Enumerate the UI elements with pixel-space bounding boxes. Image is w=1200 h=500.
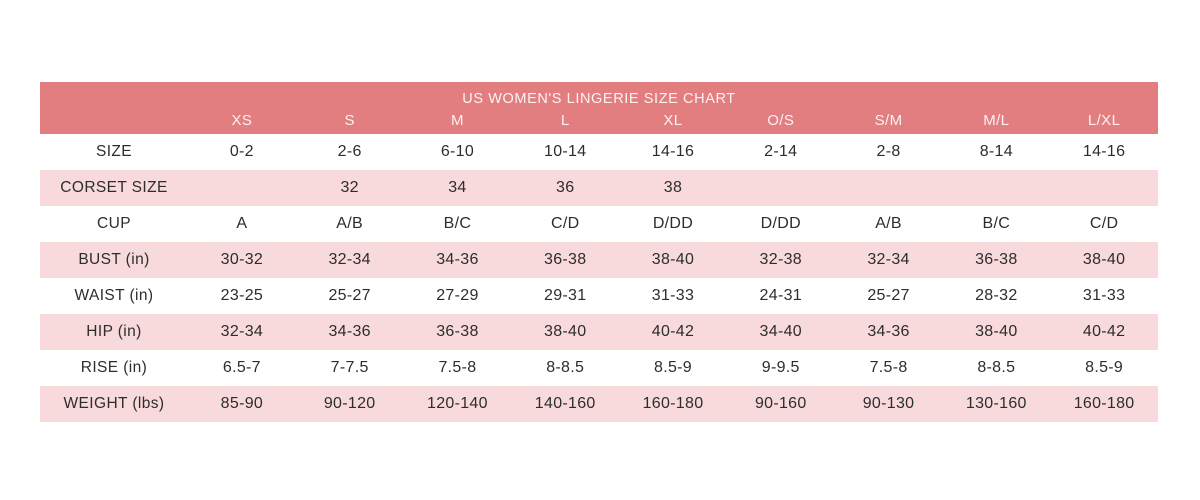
size-cell: 2-6 (295, 134, 404, 170)
row-label: RISE (in) (40, 350, 188, 386)
size-cell: 8-8.5 (511, 350, 620, 386)
column-header: L/XL (1050, 109, 1158, 134)
size-cell: 32 (295, 170, 404, 206)
size-cell (188, 170, 296, 206)
size-cell: 23-25 (188, 278, 296, 314)
size-cell: 29-31 (511, 278, 620, 314)
row-label: SIZE (40, 134, 188, 170)
column-header: S/M (834, 109, 943, 134)
size-cell: 120-140 (403, 386, 512, 422)
size-cell: D/DD (726, 206, 835, 242)
size-cell: 8-14 (942, 134, 1051, 170)
size-cell (1050, 170, 1158, 206)
size-cell (726, 170, 835, 206)
size-cell: 31-33 (619, 278, 727, 314)
size-cell: 8.5-9 (1050, 350, 1158, 386)
size-cell: 36 (511, 170, 620, 206)
size-cell: 31-33 (1050, 278, 1158, 314)
size-cell: 36-38 (403, 314, 512, 350)
size-cell: 14-16 (619, 134, 727, 170)
size-cell: A (188, 206, 296, 242)
chart-title: US WOMEN'S LINGERIE SIZE CHART (40, 82, 1158, 109)
corner-cell (40, 109, 188, 134)
size-cell: 32-34 (188, 314, 296, 350)
row-label: BUST (in) (40, 242, 188, 278)
size-cell: C/D (1050, 206, 1158, 242)
size-cell: 36-38 (511, 242, 620, 278)
row-label: CORSET SIZE (40, 170, 188, 206)
size-cell: 90-160 (726, 386, 835, 422)
size-cell: B/C (403, 206, 512, 242)
column-header: O/S (726, 109, 835, 134)
size-cell: D/DD (619, 206, 727, 242)
size-cell: 38-40 (942, 314, 1051, 350)
size-cell: 160-180 (619, 386, 727, 422)
size-cell: 25-27 (295, 278, 404, 314)
size-cell: 140-160 (511, 386, 620, 422)
size-cell: 34-36 (295, 314, 404, 350)
size-cell: 32-34 (295, 242, 404, 278)
column-header: XL (619, 109, 727, 134)
row-label: WEIGHT (lbs) (40, 386, 188, 422)
size-cell: 2-14 (726, 134, 835, 170)
size-cell: 2-8 (834, 134, 943, 170)
size-cell: 0-2 (188, 134, 296, 170)
size-cell: 9-9.5 (726, 350, 835, 386)
size-cell: 10-14 (511, 134, 620, 170)
size-cell: 32-34 (834, 242, 943, 278)
size-cell: 6.5-7 (188, 350, 296, 386)
size-cell: 38-40 (1050, 242, 1158, 278)
lingerie-size-chart: US WOMEN'S LINGERIE SIZE CHART XS S M L XL O/… (40, 82, 1158, 422)
size-cell: 7-7.5 (295, 350, 404, 386)
size-cell: C/D (511, 206, 620, 242)
size-cell: 8-8.5 (942, 350, 1051, 386)
size-cell: 85-90 (188, 386, 296, 422)
size-cell: 90-130 (834, 386, 943, 422)
size-cell: 38 (619, 170, 727, 206)
size-cell: 40-42 (1050, 314, 1158, 350)
size-cell: 36-38 (942, 242, 1051, 278)
size-cell: 34-36 (403, 242, 512, 278)
size-cell: 160-180 (1050, 386, 1158, 422)
size-cell: 90-120 (295, 386, 404, 422)
size-cell: A/B (295, 206, 404, 242)
size-cell: 8.5-9 (619, 350, 727, 386)
column-header: XS (188, 109, 296, 134)
column-header: L (511, 109, 620, 134)
size-cell: 30-32 (188, 242, 296, 278)
size-cell: 40-42 (619, 314, 727, 350)
size-cell: 130-160 (942, 386, 1051, 422)
row-label: CUP (40, 206, 188, 242)
size-cell: 34-36 (834, 314, 943, 350)
row-label: HIP (in) (40, 314, 188, 350)
size-cell: B/C (942, 206, 1051, 242)
size-cell: 7.5-8 (834, 350, 943, 386)
size-cell: 14-16 (1050, 134, 1158, 170)
size-cell (942, 170, 1051, 206)
size-cell: 24-31 (726, 278, 835, 314)
column-header: M (403, 109, 512, 134)
column-header: S (295, 109, 404, 134)
size-cell: 6-10 (403, 134, 512, 170)
size-cell: 7.5-8 (403, 350, 512, 386)
size-cell (834, 170, 943, 206)
size-cell: 34 (403, 170, 512, 206)
size-cell: 38-40 (619, 242, 727, 278)
size-cell: A/B (834, 206, 943, 242)
size-table-grid: XS S M L XL O/S S/M M/L L/XL SIZE 0-2 2-6 6-10 10-14 1… (40, 109, 1158, 422)
size-cell: 25-27 (834, 278, 943, 314)
size-cell: 38-40 (511, 314, 620, 350)
size-cell: 27-29 (403, 278, 512, 314)
size-cell: 32-38 (726, 242, 835, 278)
size-cell: 34-40 (726, 314, 835, 350)
row-label: WAIST (in) (40, 278, 188, 314)
size-cell: 28-32 (942, 278, 1051, 314)
column-header: M/L (942, 109, 1051, 134)
